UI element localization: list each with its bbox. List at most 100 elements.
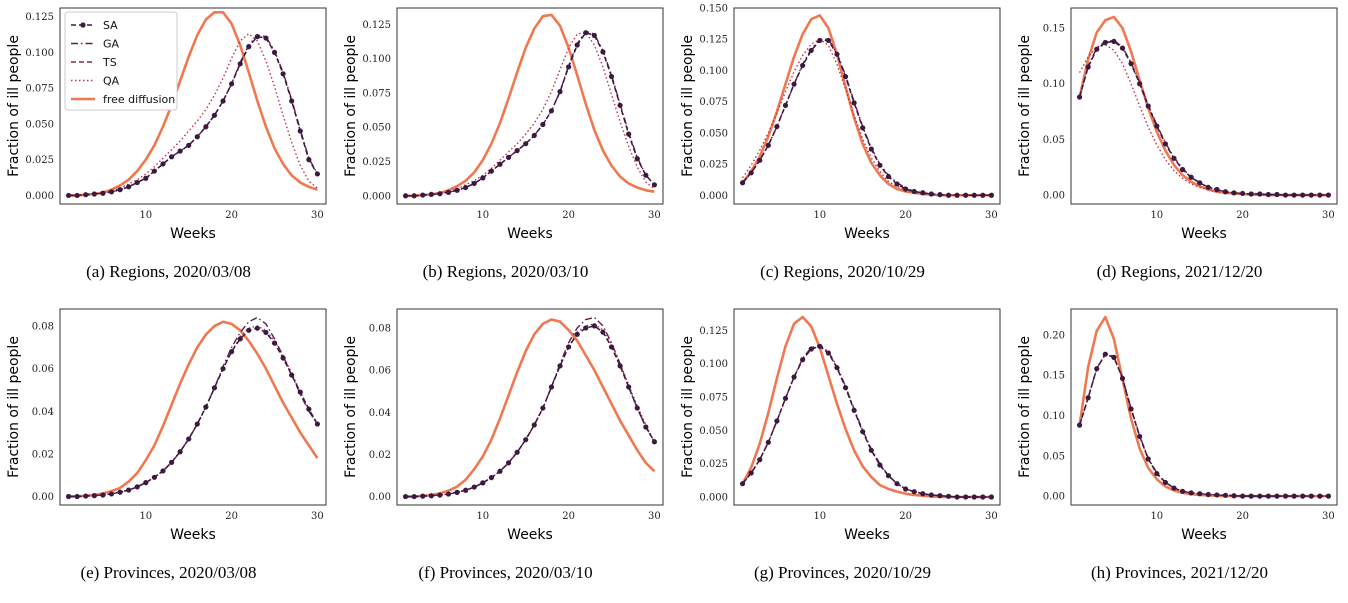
- data-point-sa: [229, 81, 235, 87]
- data-point-sa: [488, 475, 494, 481]
- y-tick-label: 0.05: [1043, 451, 1065, 462]
- data-point-sa: [885, 473, 892, 479]
- data-point-sa: [1282, 192, 1289, 198]
- data-point-sa: [1111, 38, 1117, 45]
- y-axis-label: Fraction of ill people: [343, 35, 359, 177]
- data-point-sa: [988, 494, 995, 500]
- y-tick-label: 0.02: [369, 450, 391, 461]
- legend-item: QA: [71, 75, 120, 88]
- x-tick-label: 10: [139, 511, 152, 522]
- x-tick-label: 20: [1236, 210, 1249, 221]
- data-point-sa: [643, 172, 649, 178]
- data-point-sa: [765, 142, 771, 148]
- data-point-sa: [600, 49, 606, 55]
- data-point-sa: [514, 147, 520, 154]
- x-axis-label: Weeks: [844, 226, 890, 242]
- y-tick-label: 0.15: [1043, 371, 1065, 382]
- data-point-sa: [1214, 186, 1220, 193]
- data-point-sa: [117, 187, 123, 193]
- data-point-sa: [1248, 493, 1254, 499]
- data-point-sa: [445, 189, 452, 195]
- data-point-sa: [877, 462, 883, 468]
- series-line-free-diffusion: [405, 318, 656, 498]
- data-point-sa: [65, 493, 72, 500]
- x-tick-label: 20: [562, 210, 575, 221]
- data-point-sa: [765, 439, 771, 445]
- data-point-sa: [1102, 351, 1108, 357]
- chart-caption: (a) Regions, 2020/03/08: [86, 262, 251, 281]
- y-tick-label: 0.025: [699, 160, 728, 171]
- chart-svg: 10 20 30 0.00 0.02 0.04 0.06 0.08 Weeks Fraction …: [6, 308, 327, 543]
- y-tick-label: 0.000: [25, 191, 54, 202]
- data-point-sa: [229, 349, 235, 355]
- data-point-sa: [566, 64, 572, 70]
- y-tick-label: 0.06: [32, 364, 54, 375]
- data-point-sa: [634, 156, 640, 162]
- data-point-sa: [83, 493, 89, 499]
- data-point-sa: [168, 459, 175, 465]
- data-point-sa: [800, 357, 806, 363]
- data-point-sa: [1119, 45, 1126, 51]
- data-point-sa: [480, 175, 486, 181]
- y-tick-label: 0.050: [699, 128, 728, 139]
- data-point-sa: [808, 346, 814, 352]
- data-point-sa: [1308, 192, 1314, 198]
- plot-area: [1070, 7, 1338, 205]
- data-point-sa: [608, 344, 615, 350]
- data-point-sa: [988, 192, 995, 198]
- chart-panel: 10 20 30 0.00 0.02 0.04 0.06 0.08 Weeks Fraction …: [0, 301, 337, 602]
- data-point-sa: [817, 343, 823, 349]
- y-tick-label: 0.05: [1043, 135, 1065, 146]
- y-tick-label: 0.125: [699, 326, 728, 337]
- data-point-sa: [100, 492, 106, 498]
- legend-item: SA: [71, 19, 118, 32]
- y-tick-label: 0.125: [25, 12, 54, 23]
- data-point-sa: [437, 191, 443, 197]
- data-point-sa: [920, 190, 926, 196]
- data-point-sa: [1300, 192, 1306, 198]
- data-point-sa: [1240, 493, 1246, 499]
- data-point-sa: [203, 124, 209, 130]
- data-point-sa: [254, 34, 260, 40]
- data-point-sa: [617, 102, 623, 108]
- data-point-sa: [583, 325, 589, 331]
- data-point-sa: [808, 47, 814, 54]
- data-point-sa: [945, 192, 952, 198]
- data-point-sa: [800, 62, 806, 69]
- data-point-sa: [842, 74, 849, 80]
- data-point-sa: [634, 405, 640, 411]
- data-point-sa: [1076, 422, 1083, 428]
- chart-svg: 10 20 30 0.000 0.025 0.050 0.075 0.100 0.125 Week…: [6, 7, 327, 242]
- legend-label: SA: [103, 19, 118, 32]
- y-tick-label: 0.06: [369, 366, 391, 377]
- data-point-sa: [1317, 192, 1323, 198]
- data-point-sa: [1094, 366, 1100, 372]
- y-tick-label: 0.00: [1043, 191, 1065, 202]
- data-point-sa: [271, 340, 278, 346]
- y-tick-label: 0.04: [32, 407, 54, 418]
- data-point-sa: [531, 422, 537, 428]
- chart-panel: 10 20 30 0.00 0.05 0.10 0.15 Weeks Fraction of i…: [1011, 0, 1348, 301]
- y-tick-label: 0.000: [699, 191, 728, 202]
- data-point-sa: [903, 486, 909, 492]
- data-point-sa: [834, 51, 840, 57]
- data-point-sa: [160, 161, 166, 167]
- data-point-sa: [289, 98, 295, 104]
- data-point-sa: [911, 188, 917, 195]
- y-tick-label: 0.04: [369, 408, 391, 419]
- data-point-sa: [1085, 64, 1091, 70]
- legend-item: GA: [71, 38, 120, 51]
- data-point-sa: [1265, 191, 1271, 198]
- data-point-sa: [748, 170, 754, 176]
- x-axis-label: Weeks: [844, 527, 890, 543]
- y-tick-label: 0.075: [699, 393, 728, 404]
- data-point-sa: [211, 112, 218, 118]
- data-point-sa: [160, 468, 166, 474]
- y-tick-label: 0.000: [362, 191, 391, 202]
- data-point-sa: [937, 493, 943, 499]
- data-point-sa: [1179, 488, 1186, 494]
- chart-caption: (h) Provinces, 2021/12/20: [1090, 563, 1269, 582]
- y-tick-label: 0.100: [362, 54, 391, 65]
- data-point-sa: [280, 71, 286, 77]
